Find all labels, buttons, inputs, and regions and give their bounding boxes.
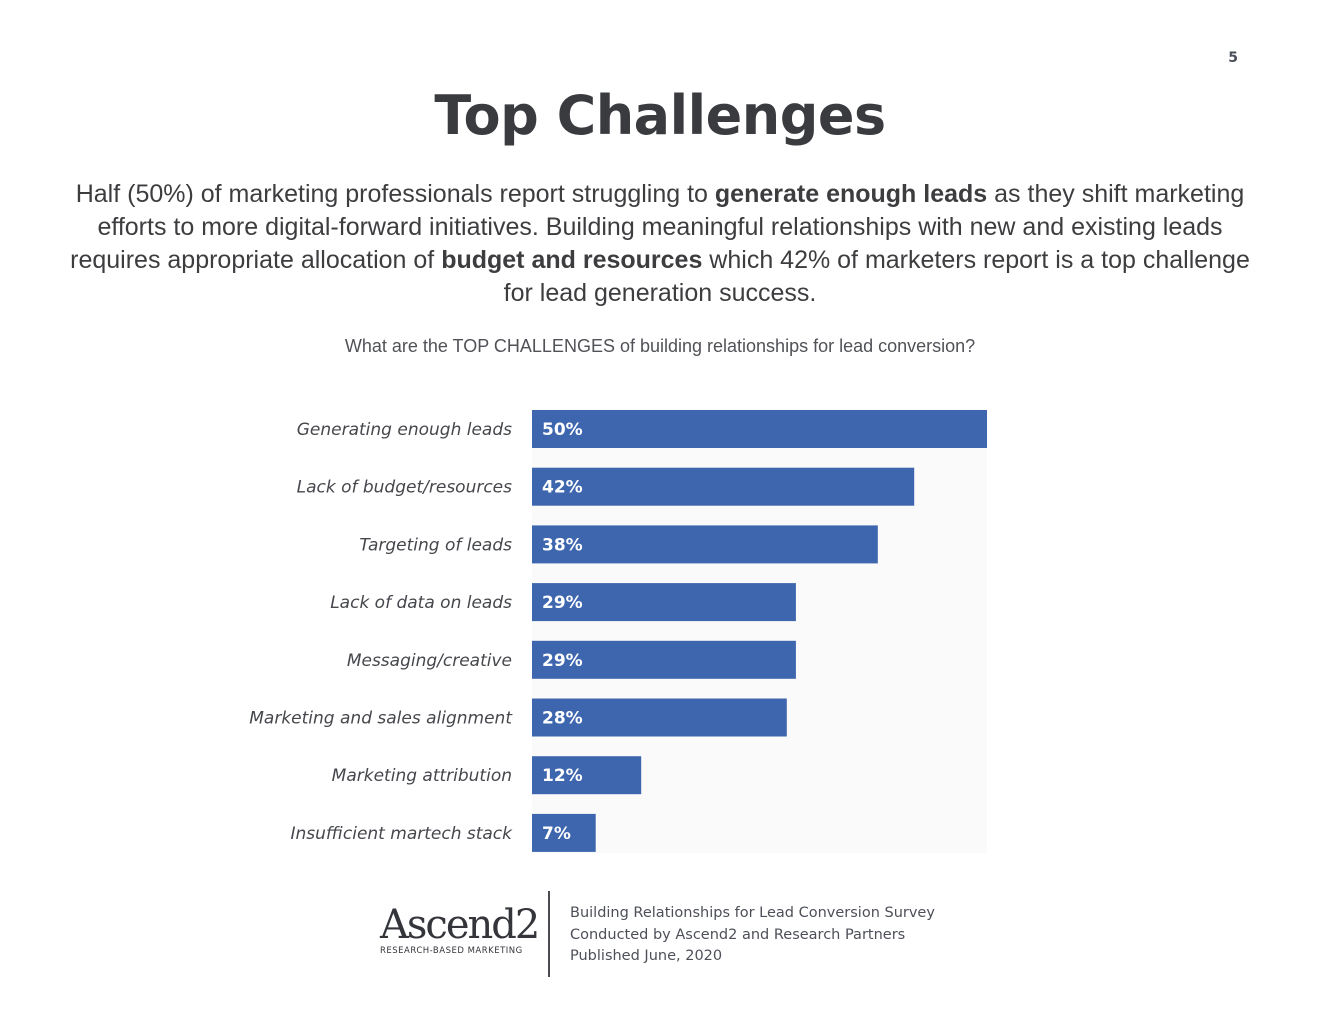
bar: [532, 410, 987, 448]
logo-tagline: RESEARCH-BASED MARKETING: [380, 946, 523, 956]
bar: [532, 756, 642, 795]
category-label: Marketing attribution: [332, 766, 512, 786]
page-title: Top Challenges: [434, 84, 886, 147]
value-label: 12%: [542, 766, 583, 786]
intro-text-1: Half (50%) of marketing professionals re…: [75, 180, 715, 208]
category-label: Generating enough leads: [297, 420, 512, 440]
intro-paragraph: Half (50%) of marketing professionals re…: [70, 178, 1250, 310]
footer-line-published: Published June, 2020: [570, 948, 723, 964]
value-label: 29%: [542, 593, 583, 613]
category-label: Messaging/creative: [347, 651, 512, 671]
logo-word-base: Ascend2: [380, 902, 540, 948]
bar: [532, 640, 796, 679]
footer-source: Building Relationships for Lead Conversi…: [570, 903, 935, 968]
value-label: 42%: [542, 478, 583, 498]
category-label: Marketing and sales alignment: [249, 709, 513, 729]
chart-question: What are the TOP CHALLENGES of building …: [344, 336, 976, 356]
footer-line-conducted: Conducted by Ascend2 and Research Partne…: [570, 926, 906, 943]
intro-emphasis-budget: budget and resources: [441, 246, 703, 274]
logo-wordmark: Ascend2: [380, 905, 540, 945]
category-label: Targeting of leads: [359, 535, 512, 555]
bar: [532, 698, 787, 737]
value-label: 50%: [542, 420, 583, 440]
bar: [532, 467, 915, 506]
intro-text-2: as they shift marketing efforts to more …: [70, 180, 1245, 274]
category-label: Lack of budget/resources: [297, 478, 513, 498]
bar: [532, 583, 796, 622]
challenges-bar-chart: Generating enough leads 50% Lack of budget…: [249, 410, 987, 853]
page-number: 5: [1228, 50, 1238, 66]
ascend2-logo: Ascend2 RESEARCH-BASED MARKETING: [380, 905, 540, 965]
value-label: 38%: [542, 535, 583, 555]
bars-group: Generating enough leads 50% Lack of budget…: [249, 410, 987, 852]
bar: [532, 525, 878, 564]
footer-line-survey: Building Relationships for Lead Conversi…: [570, 905, 935, 921]
value-label: 28%: [542, 709, 583, 729]
bar: [532, 813, 596, 852]
intro-text-3: which 42% of marketers report is a top c…: [503, 246, 1250, 307]
intro-emphasis-leads: generate enough leads: [714, 180, 988, 208]
category-label: Insufficient martech stack: [290, 824, 513, 844]
category-label: Lack of data on leads: [330, 593, 512, 613]
value-label: 29%: [542, 651, 583, 671]
value-label: 7%: [542, 824, 571, 844]
footer-divider: [548, 891, 550, 977]
